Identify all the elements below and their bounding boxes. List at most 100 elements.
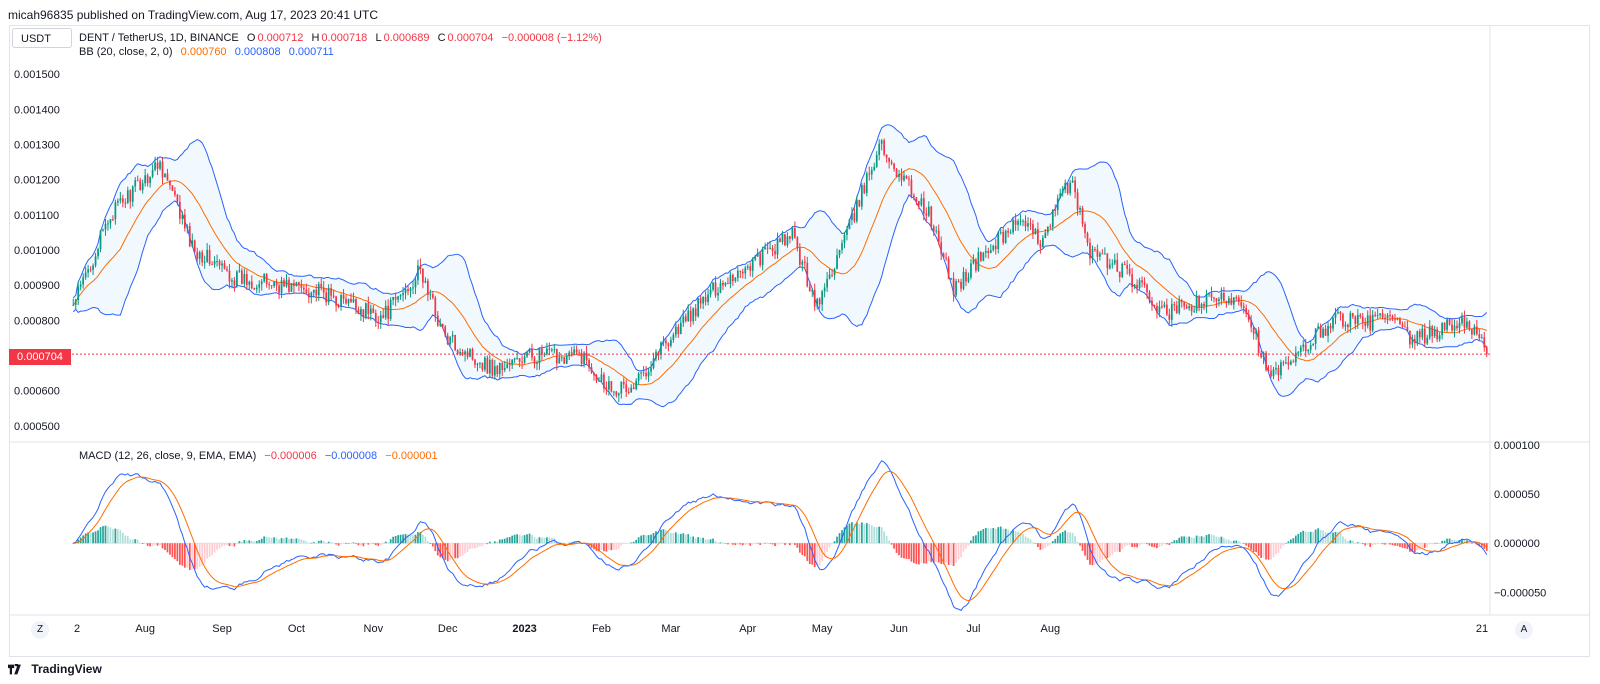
candle-body: [1183, 302, 1186, 307]
candle-body: [707, 294, 709, 302]
macd-histogram-bar: [1084, 543, 1086, 556]
macd-histogram-bar: [1366, 543, 1369, 545]
macd-histogram-bar: [1076, 541, 1079, 544]
macd-histogram-bar: [1404, 543, 1406, 549]
candle-body: [305, 289, 308, 294]
candle-body: [1312, 343, 1315, 346]
candle-body: [836, 255, 838, 270]
macd-histogram-bar: [1339, 532, 1342, 544]
macd-histogram-bar: [196, 543, 199, 570]
candle-body: [1356, 314, 1359, 324]
candle-body: [151, 169, 154, 177]
macd-histogram-bar: [992, 528, 995, 544]
macd-histogram-bar: [1027, 537, 1029, 544]
macd-histogram-bar: [1265, 543, 1267, 560]
macd-histogram-bar: [191, 543, 194, 570]
candle-body: [796, 237, 799, 248]
macd-histogram-bar: [1275, 543, 1277, 555]
macd-histogram-bar: [1327, 532, 1329, 544]
macd-histogram-bar: [1007, 529, 1010, 544]
candle-body: [384, 305, 387, 318]
macd-histogram-bar: [568, 542, 571, 544]
candle-body: [670, 339, 672, 346]
candle-body: [322, 287, 325, 293]
candle-body: [858, 200, 861, 207]
candle-body: [1121, 263, 1124, 278]
macd-histogram-bar: [364, 543, 367, 545]
macd-histogram-bar: [940, 543, 943, 564]
macd-histogram-bar: [920, 543, 923, 563]
currency-button[interactable]: USDT: [12, 28, 72, 48]
candle-body: [1037, 229, 1039, 244]
candle-body: [994, 245, 997, 250]
macd-histogram-bar: [682, 533, 685, 544]
macd-histogram-bar: [394, 535, 397, 544]
macd-histogram-bar: [970, 540, 972, 544]
macd-histogram-bar: [588, 543, 590, 546]
macd-histogram-bar: [1225, 539, 1228, 544]
macd-histogram-bar: [1128, 543, 1131, 546]
candle-body: [962, 271, 965, 289]
macd-histogram-bar: [1344, 538, 1347, 544]
candle-body: [761, 249, 764, 266]
candle-body: [1267, 369, 1270, 371]
macd-histogram-bar: [833, 541, 836, 544]
macd-histogram-bar: [1242, 543, 1245, 544]
macd-histogram-bar: [181, 543, 184, 566]
candle-body: [260, 281, 263, 285]
candle-body: [335, 296, 337, 306]
macd-histogram-bar: [922, 543, 925, 564]
candle-body: [1351, 313, 1354, 317]
macd-histogram-bar: [843, 527, 846, 544]
macd-histogram-bar: [275, 537, 278, 544]
candle-body: [853, 212, 856, 222]
macd-histogram-bar: [1066, 532, 1069, 544]
macd-histogram-bar: [630, 542, 633, 544]
candle-body: [1339, 312, 1342, 314]
candle-body: [280, 280, 283, 293]
price-tick-label: 0.000800: [14, 315, 60, 327]
time-tick-label: Mar: [661, 623, 680, 635]
candle-body: [1475, 326, 1478, 335]
macd-histogram-bar: [136, 539, 139, 544]
candle-body: [1381, 313, 1384, 318]
macd-histogram-bar: [273, 537, 275, 544]
candle-body: [372, 308, 375, 313]
macd-histogram-bar: [484, 543, 486, 544]
candle-body: [74, 299, 77, 305]
candle-body: [1371, 314, 1374, 331]
macd-histogram-bar: [1203, 536, 1205, 544]
price-tick-label: 0.001400: [14, 104, 60, 116]
candle-body: [1379, 313, 1381, 315]
macd-histogram-bar: [436, 543, 439, 556]
open-value: 0.000712: [257, 32, 304, 44]
candle-body: [1280, 362, 1282, 376]
zoom-button[interactable]: Z: [31, 621, 49, 639]
macd-histogram-bar: [657, 531, 660, 544]
macd-histogram-bar: [1371, 543, 1374, 546]
candle-body: [546, 348, 548, 355]
candle-body: [1034, 229, 1037, 235]
candle-body: [1473, 326, 1476, 335]
candle-body: [1409, 330, 1411, 345]
macd-histogram-bar: [1133, 543, 1136, 548]
macd-histogram-bar: [1022, 534, 1024, 544]
macd-histogram-bar: [169, 543, 171, 555]
candle-body: [265, 273, 268, 285]
macd-histogram-bar: [1416, 543, 1419, 551]
candle-body: [1294, 352, 1297, 363]
macd-histogram-bar: [493, 541, 496, 544]
candle-body: [833, 269, 836, 275]
candle-body: [992, 245, 995, 251]
candle-body: [1165, 304, 1168, 315]
macd-signal-line: [73, 470, 1488, 602]
candle-body: [407, 289, 409, 292]
candle-body: [1059, 193, 1062, 199]
candle-body: [374, 312, 377, 322]
macd-histogram-bar: [1232, 540, 1235, 544]
candle-body: [1406, 326, 1409, 331]
auto-scale-button[interactable]: A: [1515, 621, 1533, 639]
macd-histogram-bar: [808, 543, 811, 564]
candle-body: [1389, 315, 1391, 317]
